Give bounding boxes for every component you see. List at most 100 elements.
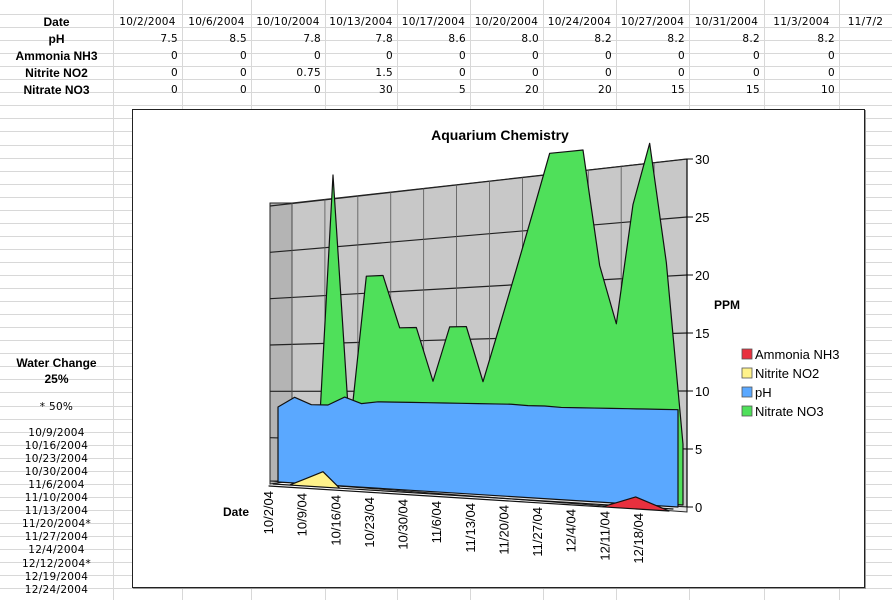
y-tick-label: 25 <box>695 210 709 225</box>
x-tick-label: 12/11/04 <box>597 511 612 561</box>
water-change-date[interactable]: 10/9/2004 <box>28 427 85 439</box>
value-cell[interactable]: 0 <box>532 50 539 62</box>
value-cell[interactable]: 0 <box>459 50 466 62</box>
value-cell[interactable]: 0 <box>314 84 321 96</box>
grid-line <box>0 53 892 54</box>
water-change-date[interactable]: 12/4/2004 <box>28 544 85 557</box>
legend-swatch <box>741 405 753 417</box>
date-header[interactable]: 10/17/2004 <box>401 16 466 28</box>
value-cell[interactable]: 0 <box>678 67 685 79</box>
x-tick-label: 11/20/04 <box>496 505 511 555</box>
value-cell[interactable]: 20 <box>525 84 539 96</box>
value-cell[interactable]: 0 <box>753 50 760 62</box>
value-cell[interactable]: 15 <box>746 84 760 96</box>
row-label[interactable]: Date <box>43 15 70 29</box>
legend-label: Nitrite NO2 <box>755 366 819 381</box>
x-tick-label: 12/4/04 <box>564 509 579 552</box>
water-change-date[interactable]: 10/30/2004 <box>24 466 89 479</box>
value-cell[interactable]: 0 <box>605 50 612 62</box>
value-cell[interactable]: 0 <box>240 50 247 62</box>
date-header[interactable]: 10/2/2004 <box>119 16 176 28</box>
value-cell[interactable]: 8.6 <box>448 33 466 45</box>
value-cell[interactable]: 0 <box>605 67 612 79</box>
date-header[interactable]: 10/6/2004 <box>188 16 245 28</box>
value-cell[interactable]: 0 <box>678 50 685 62</box>
water-change-date[interactable]: 10/23/2004 <box>24 453 89 466</box>
row-label[interactable]: Nitrate NO3 <box>23 83 90 97</box>
grid-line-h <box>269 216 688 253</box>
y-tick-label: 5 <box>695 442 702 457</box>
value-cell[interactable]: 7.8 <box>303 33 321 45</box>
value-cell[interactable]: 0 <box>171 50 178 62</box>
value-cell[interactable]: 0 <box>171 84 178 96</box>
date-header[interactable]: 10/31/2004 <box>694 16 759 28</box>
value-cell[interactable]: 0 <box>753 67 760 79</box>
value-cell[interactable]: 0 <box>240 67 247 79</box>
water-change-date[interactable]: 11/6/2004 <box>28 479 85 492</box>
grid-line <box>113 0 114 600</box>
water-change-title[interactable]: Water Change <box>16 356 97 370</box>
value-cell[interactable]: 0 <box>171 67 178 79</box>
x-axis-label: Date <box>223 505 249 519</box>
value-cell[interactable]: 7.5 <box>160 33 178 45</box>
value-cell[interactable]: 8.2 <box>667 33 685 45</box>
y-axis-label: PPM <box>714 298 740 312</box>
value-cell[interactable]: 0 <box>828 50 835 62</box>
x-tick-label: 10/9/04 <box>295 493 310 536</box>
value-cell[interactable]: 0 <box>386 50 393 62</box>
legend-swatch <box>741 386 753 398</box>
water-change-date[interactable]: 11/10/2004 <box>24 492 89 505</box>
water-change-date[interactable]: 12/24/2004 <box>24 583 89 596</box>
x-tick-label: 11/27/04 <box>530 507 545 557</box>
value-cell[interactable]: 8.0 <box>521 33 539 45</box>
date-header[interactable]: 11/7/2 <box>847 16 884 28</box>
value-cell[interactable]: 8.5 <box>229 33 247 45</box>
date-header[interactable]: 10/20/2004 <box>474 16 539 28</box>
value-cell[interactable]: 0 <box>314 50 321 62</box>
value-cell[interactable]: 0 <box>459 67 466 79</box>
water-change-date[interactable]: 11/27/2004 <box>24 531 89 544</box>
x-tick-label: 10/2/04 <box>261 491 276 534</box>
legend-label: Ammonia NH3 <box>755 347 840 362</box>
value-cell[interactable]: 7.8 <box>375 33 393 45</box>
water-change-date[interactable]: 10/16/2004 <box>24 440 89 453</box>
value-cell[interactable]: 0 <box>828 67 835 79</box>
row-label[interactable]: Ammonia NH3 <box>15 49 98 63</box>
water-change-date[interactable]: 11/13/2004 <box>24 505 89 518</box>
value-cell[interactable]: 10 <box>821 84 835 96</box>
value-cell[interactable]: 0 <box>532 67 539 79</box>
value-cell[interactable]: 8.2 <box>817 33 835 45</box>
legend-swatch <box>741 367 753 379</box>
grid-line-h <box>269 158 688 207</box>
row-label[interactable]: pH <box>48 32 65 46</box>
legend-label: Nitrate NO3 <box>755 404 824 419</box>
row-label[interactable]: Nitrite NO2 <box>25 66 88 80</box>
water-change-note[interactable]: * 50% <box>39 401 74 413</box>
date-header[interactable]: 11/3/2004 <box>773 16 830 28</box>
date-header[interactable]: 10/27/2004 <box>620 16 685 28</box>
water-change-date[interactable]: 12/12/2004* <box>21 557 92 570</box>
date-header[interactable]: 10/24/2004 <box>547 16 612 28</box>
value-cell[interactable]: 20 <box>598 84 612 96</box>
legend-label: pH <box>755 385 772 400</box>
value-cell[interactable]: 5 <box>459 84 466 96</box>
grid-line <box>0 40 892 41</box>
value-cell[interactable]: 0 <box>240 84 247 96</box>
date-header[interactable]: 10/10/2004 <box>256 16 320 28</box>
value-cell[interactable]: 15 <box>671 84 685 96</box>
value-cell[interactable]: 30 <box>379 84 393 96</box>
date-header[interactable]: 10/13/2004 <box>329 16 393 28</box>
water-change-date[interactable]: 11/20/2004* <box>21 518 92 531</box>
value-cell[interactable]: 8.2 <box>742 33 760 45</box>
water-change-date[interactable]: 12/19/2004 <box>24 570 89 583</box>
value-cell[interactable]: 1.5 <box>375 67 393 79</box>
grid-line <box>0 27 892 28</box>
x-tick-label: 10/30/04 <box>396 499 411 550</box>
grid-line <box>0 79 892 80</box>
grid-line <box>0 66 892 67</box>
water-change-pct[interactable]: 25% <box>44 372 69 386</box>
grid-line <box>0 14 892 15</box>
value-cell[interactable]: 0.75 <box>296 67 321 79</box>
chart-panel[interactable]: 0 5 10 15 20 25 30 10/2/04 10/9/04 10/16/04 10/23/… <box>132 109 865 588</box>
value-cell[interactable]: 8.2 <box>594 33 612 45</box>
